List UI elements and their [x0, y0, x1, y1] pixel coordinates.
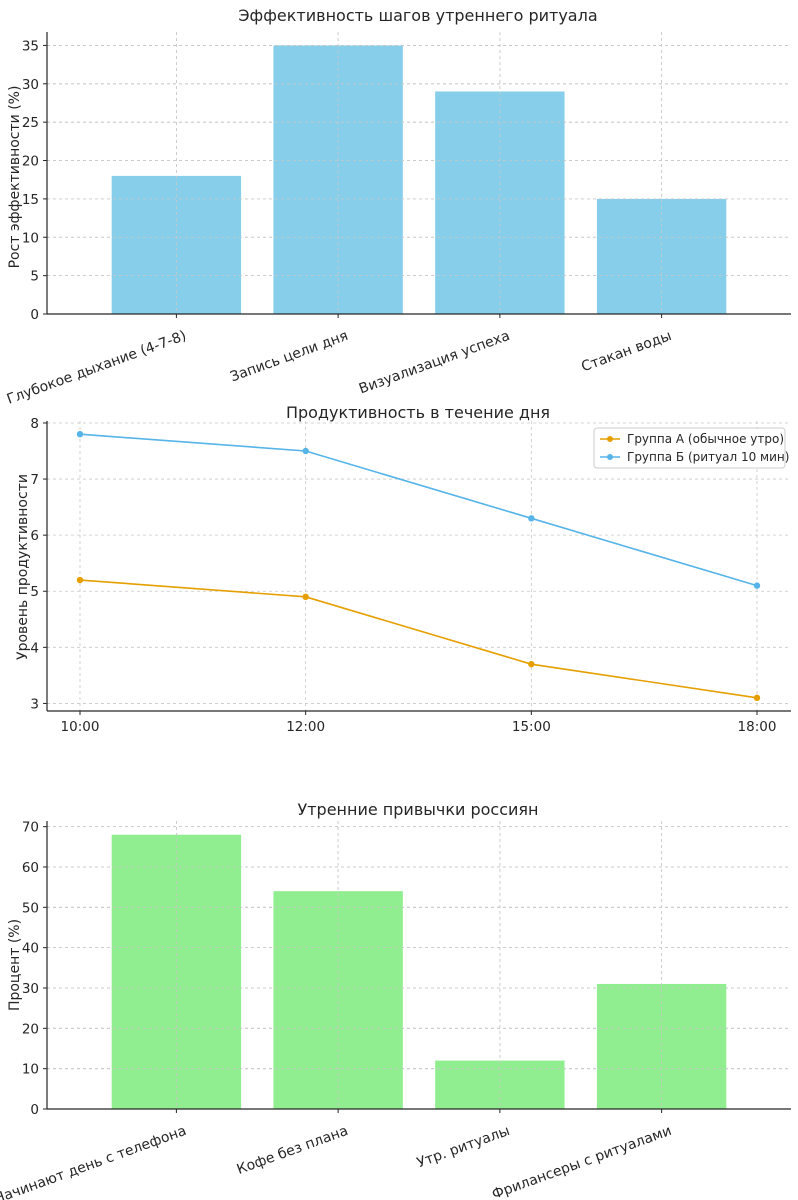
legend-label: Группа Б (ритуал 10 мин): [627, 450, 789, 464]
series-point: [302, 593, 309, 601]
legend-swatch-marker: [607, 454, 613, 460]
y-tick-label: 60: [22, 860, 39, 876]
chart-title: Утренние привычки россиян: [297, 800, 538, 819]
y-tick-label: 6: [30, 528, 39, 544]
chart-productivity: Продуктивность в течение дня Уровень про…: [15, 403, 791, 735]
y-tick-label: 15: [22, 192, 39, 208]
y-tick-label: 5: [30, 584, 39, 600]
series-line: [79, 433, 758, 587]
y-tick-label: 20: [22, 1021, 39, 1037]
legend-swatch-marker: [607, 436, 613, 442]
x-tick-label: 12:00: [286, 719, 325, 735]
y-tick-label: 8: [30, 416, 39, 432]
bar: [273, 45, 403, 315]
y-tick-label: 4: [30, 640, 39, 656]
y-tick-label: 3: [30, 696, 39, 712]
y-axis-label: Уровень продуктивности: [15, 474, 31, 660]
x-tick-label: 10:00: [61, 719, 100, 735]
y-tick-label: 50: [22, 900, 39, 916]
y-tick-label: 30: [22, 981, 39, 997]
legend-label: Группа А (обычное утро): [627, 432, 784, 446]
y-tick-label: 0: [30, 1102, 39, 1118]
series-point: [528, 660, 535, 668]
series-point: [302, 447, 309, 455]
y-tick-label: 5: [30, 269, 39, 285]
y-tick-label: 40: [22, 941, 39, 957]
series-point: [753, 694, 761, 702]
y-axis-label: Рост эффективности (%): [7, 86, 23, 269]
series-line: [79, 579, 758, 699]
y-tick-label: 10: [22, 230, 39, 246]
chart-title: Эффективность шагов утреннего ритуала: [238, 6, 597, 25]
bar: [596, 983, 727, 1109]
series-point: [76, 430, 84, 438]
y-axis-label: Процент (%): [7, 919, 23, 1011]
series-point: [528, 515, 535, 522]
y-tick-label: 35: [22, 38, 39, 54]
y-tick-label: 30: [22, 77, 39, 93]
chart-title: Продуктивность в течение дня: [286, 403, 550, 422]
series-point: [753, 582, 761, 589]
y-tick-label: 25: [22, 115, 39, 131]
x-tick-label: 15:00: [512, 719, 551, 735]
series-point: [76, 576, 84, 584]
legend-box: [593, 427, 786, 469]
x-tick-label: 18:00: [738, 719, 777, 735]
bar: [273, 891, 403, 1109]
y-tick-label: 10: [22, 1062, 39, 1078]
y-tick-label: 70: [22, 820, 39, 836]
y-tick-label: 7: [30, 472, 39, 488]
y-tick-label: 20: [22, 154, 39, 170]
y-tick-label: 0: [30, 307, 39, 323]
